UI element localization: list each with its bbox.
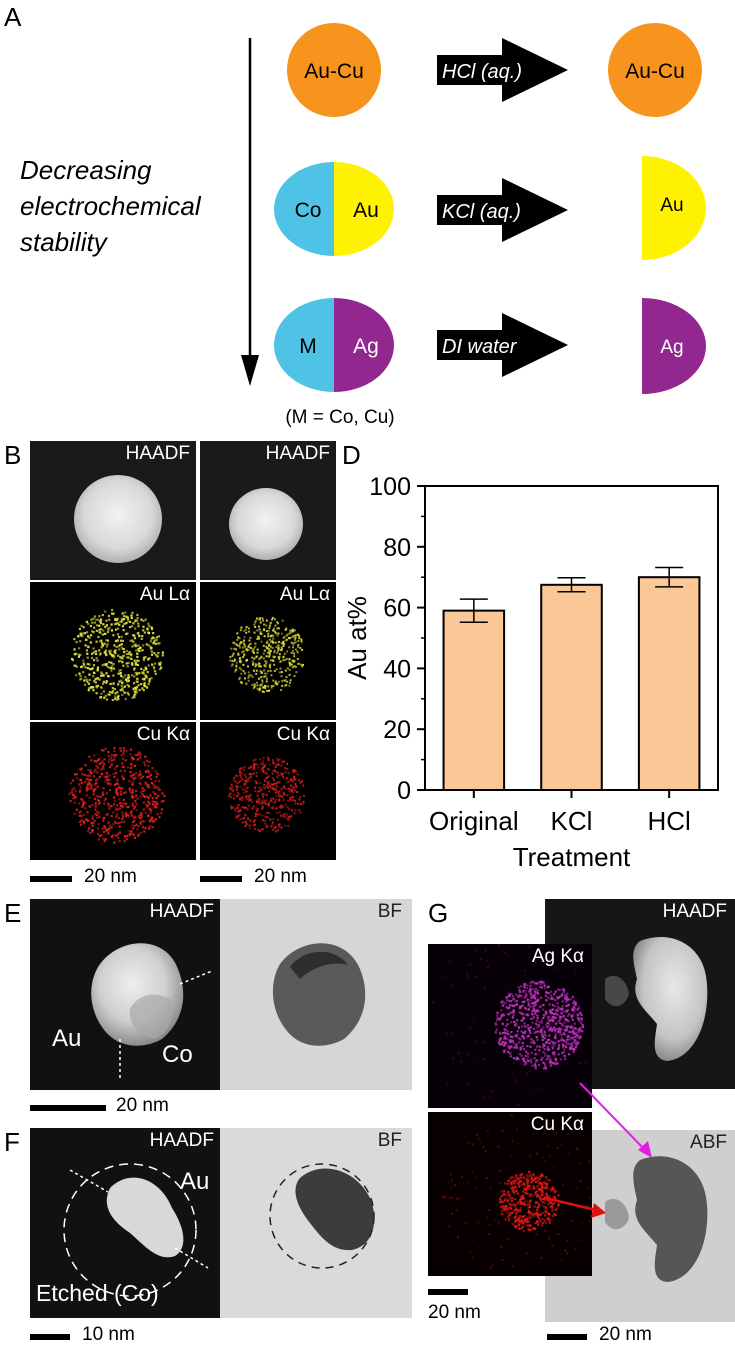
row2-left-label-au: Au: [353, 199, 379, 222]
y-tick-label: 80: [383, 534, 411, 562]
bar-kcl: [540, 583, 603, 791]
panel-e-bf: BF: [220, 899, 412, 1090]
panel-c-scale-label: 20 nm: [254, 866, 307, 887]
row3-right-label: Ag: [660, 337, 683, 358]
treatment-arrow-3: [437, 313, 568, 377]
x-axis-title: Treatment: [513, 842, 631, 872]
panel-e-scale-label: 20 nm: [116, 1095, 169, 1116]
panel-g-right-scale-label: 20 nm: [599, 1324, 652, 1345]
stability-text: Decreasing electrochemical stability: [20, 152, 201, 260]
panel-g-left-scale-bar: [428, 1289, 468, 1295]
au-cu-particle: [287, 23, 381, 117]
panel-g-ag-map: Ag Kα: [428, 944, 592, 1108]
row2-right-label: Au: [660, 195, 683, 216]
panel-label-f: F: [4, 1127, 20, 1157]
panel-g-cu-label: Cu Kα: [530, 1114, 584, 1135]
panel-c-haadf-label: HAADF: [265, 443, 330, 464]
panel-g-haadf-label: HAADF: [662, 901, 727, 922]
au-fraction-chart: 0 20 40 60 80 100 Original KCl HCl Treatment Au at…: [342, 473, 719, 872]
panel-label-a: A: [4, 2, 22, 32]
x-tick-label: Original: [429, 806, 519, 836]
panel-e-au-label: Au: [52, 1025, 82, 1052]
panel-b-haadf-label: HAADF: [125, 443, 190, 464]
panel-f-scale-bar: [30, 1334, 70, 1340]
panel-f-etched-label: Etched (Co): [36, 1280, 159, 1306]
panel-e-scale-bar: [30, 1105, 106, 1111]
panel-b-cu-label: Cu Kα: [136, 724, 190, 745]
m-half: [274, 298, 334, 392]
panel-b-scale-bar: [30, 876, 72, 882]
co-half: [274, 162, 334, 256]
panel-c-haadf: HAADF: [200, 441, 336, 580]
panel-f-bf: BF: [220, 1128, 412, 1318]
row2-left-label-co: Co: [295, 199, 322, 222]
panel-g-cu-map: Cu Kα: [428, 1112, 592, 1276]
panel-b-cu-map: Cu Kα: [30, 722, 196, 860]
panel-b-haadf: HAADF: [30, 441, 196, 580]
au-cu-product: [608, 23, 702, 117]
panel-g-ag-label: Ag Kα: [531, 946, 584, 967]
row3-left-label-m: M: [299, 335, 317, 358]
panel-f-bf-label: BF: [377, 1130, 402, 1151]
y-tick-label: 40: [383, 655, 411, 683]
ag-product: [642, 298, 706, 394]
stability-line-3: stability: [20, 227, 107, 257]
row3-left-label-ag: Ag: [353, 335, 379, 358]
panel-c-scale-bar: [200, 876, 242, 882]
panel-c-cu-label: Cu Kα: [276, 724, 330, 745]
panel-b-scale-label: 20 nm: [84, 866, 137, 887]
y-tick-label: 20: [383, 716, 411, 744]
panel-g-right-scale-bar: [547, 1334, 587, 1340]
panel-c-au-map: Au Lα: [200, 582, 336, 720]
panel-g-abf-label: ABF: [690, 1132, 727, 1153]
panel-b-au-label: Au Lα: [139, 584, 190, 605]
stability-line-2: electrochemical: [20, 191, 201, 221]
treatment-arrow-1: [437, 38, 568, 102]
panel-a-diagram: Au-Cu HCl (aq.) Au-Cu Co Au KCl (aq.) Au…: [241, 23, 706, 428]
panel-c-au-label: Au Lα: [279, 584, 330, 605]
panel-f-haadf: HAADF Au Etched (Co): [30, 1128, 220, 1318]
panel-b-au-map: Au Lα: [30, 582, 196, 720]
panel-g-left-scale-label: 20 nm: [428, 1302, 481, 1323]
m-footnote: (M = Co, Cu): [285, 407, 394, 428]
y-tick-label: 0: [397, 777, 411, 805]
stability-axis-arrowhead: [241, 355, 259, 386]
panel-label-b: B: [4, 440, 22, 470]
panel-e-co-label: Co: [162, 1041, 193, 1068]
au-product: [642, 156, 706, 260]
panel-e-haadf-label: HAADF: [149, 901, 214, 922]
treatment-arrow-2: [437, 178, 568, 242]
y-tick-label: 100: [369, 473, 411, 501]
panel-c-cu-map: Cu Kα: [200, 722, 336, 860]
panel-f-au-label: Au: [180, 1168, 210, 1195]
au-half: [334, 162, 394, 256]
treatment-label-1: HCl (aq.): [442, 61, 522, 83]
panel-label-d: D: [342, 440, 361, 470]
row1-right-label: Au-Cu: [625, 60, 685, 83]
x-tick-label: KCl: [551, 806, 593, 836]
y-tick-label: 60: [383, 595, 411, 623]
y-axis-title: Au at%: [342, 596, 372, 680]
ag-half: [334, 298, 394, 392]
panel-e-bf-label: BF: [377, 901, 402, 922]
row1-left-label: Au-Cu: [304, 60, 364, 83]
stability-line-1: Decreasing: [20, 155, 152, 185]
panel-f-haadf-label: HAADF: [149, 1130, 214, 1151]
x-tick-label: HCl: [647, 806, 690, 836]
panel-e-haadf: HAADF Au Co: [30, 899, 220, 1090]
panel-f-scale-label: 10 nm: [82, 1324, 135, 1345]
bar-hcl: [637, 576, 701, 791]
bar-original: [442, 609, 506, 791]
panel-label-e: E: [4, 898, 22, 928]
treatment-label-2: KCl (aq.): [442, 201, 521, 223]
panel-label-g: G: [428, 898, 449, 928]
treatment-label-3: DI water: [442, 336, 518, 358]
